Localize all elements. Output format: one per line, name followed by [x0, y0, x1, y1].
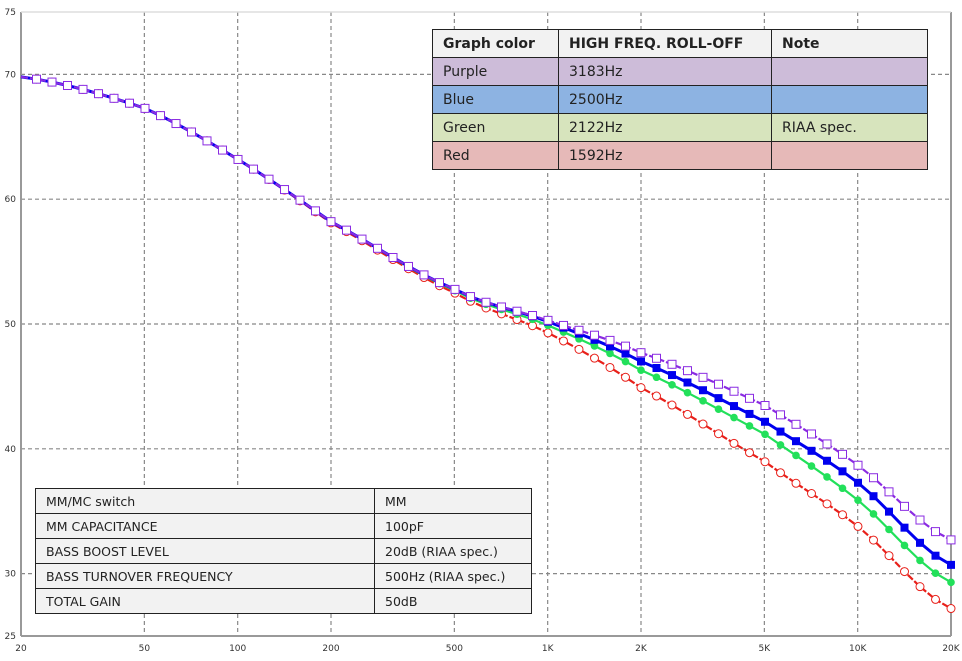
y-tick-label: 70	[5, 70, 17, 80]
legend-note	[771, 141, 928, 170]
legend-row-blue: Blue 2500Hz	[432, 85, 928, 114]
legend-freq: 2122Hz	[558, 113, 772, 142]
x-tick-label: 10K	[849, 644, 867, 654]
legend-freq: 2500Hz	[558, 85, 772, 114]
setting-key: MM/MC switch	[35, 488, 375, 514]
settings-row: BASS BOOST LEVEL 20dB (RIAA spec.)	[35, 538, 532, 564]
legend-freq: 1592Hz	[558, 141, 772, 170]
legend-color: Purple	[432, 57, 559, 86]
settings-row: MM CAPACITANCE 100pF	[35, 513, 532, 539]
setting-value: 50dB	[374, 588, 532, 614]
legend-row-green: Green 2122Hz RIAA spec.	[432, 113, 928, 142]
x-tick-label: 500	[446, 644, 463, 654]
legend-row-purple: Purple 3183Hz	[432, 57, 928, 86]
header-roll-off: HIGH FREQ. ROLL-OFF	[558, 29, 772, 58]
legend-color: Blue	[432, 85, 559, 114]
legend-table: Graph color HIGH FREQ. ROLL-OFF Note Pur…	[432, 29, 928, 170]
x-tick-label: 200	[322, 644, 339, 654]
header-note: Note	[771, 29, 928, 58]
x-tick-label: 50	[139, 644, 151, 654]
setting-value: 100pF	[374, 513, 532, 539]
series-purple	[20, 74, 956, 545]
settings-row: MM/MC switch MM	[35, 488, 532, 514]
x-tick-label: 5K	[759, 644, 772, 654]
legend-color: Green	[432, 113, 559, 142]
y-tick-label: 30	[5, 570, 17, 580]
setting-key: BASS TURNOVER FREQUENCY	[35, 563, 375, 589]
y-tick-label: 60	[5, 195, 17, 205]
header-graph-color: Graph color	[432, 29, 559, 58]
legend-note	[771, 57, 928, 86]
setting-value: 20dB (RIAA spec.)	[374, 538, 532, 564]
settings-row: BASS TURNOVER FREQUENCY 500Hz (RIAA spec…	[35, 563, 532, 589]
series-group	[20, 74, 956, 614]
x-tick-label: 2K	[635, 644, 648, 654]
x-tick-label: 1K	[542, 644, 555, 654]
x-tick-label: 20K	[942, 644, 960, 654]
y-tick-label: 75	[5, 8, 16, 18]
y-tick-label: 25	[5, 632, 16, 642]
y-tick-label: 50	[5, 320, 17, 330]
y-tick-label: 40	[5, 445, 17, 455]
setting-key: BASS BOOST LEVEL	[35, 538, 375, 564]
legend-note	[771, 85, 928, 114]
settings-row: TOTAL GAIN 50dB	[35, 588, 532, 614]
legend-note: RIAA spec.	[771, 113, 928, 142]
legend-header-row: Graph color HIGH FREQ. ROLL-OFF Note	[432, 29, 928, 58]
setting-key: MM CAPACITANCE	[35, 513, 375, 539]
legend-row-red: Red 1592Hz	[432, 141, 928, 170]
setting-key: TOTAL GAIN	[35, 588, 375, 614]
settings-table: MM/MC switch MM MM CAPACITANCE 100pF BAS…	[35, 488, 532, 614]
axes: 20 50 100 200 500 1K 2K 5K 10K 20K 25 30 40 50 60 70 75	[5, 8, 961, 654]
legend-color: Red	[432, 141, 559, 170]
setting-value: MM	[374, 488, 532, 514]
setting-value: 500Hz (RIAA spec.)	[374, 563, 532, 589]
legend-freq: 3183Hz	[558, 57, 772, 86]
x-tick-label: 100	[229, 644, 246, 654]
x-tick-label: 20	[15, 644, 27, 654]
